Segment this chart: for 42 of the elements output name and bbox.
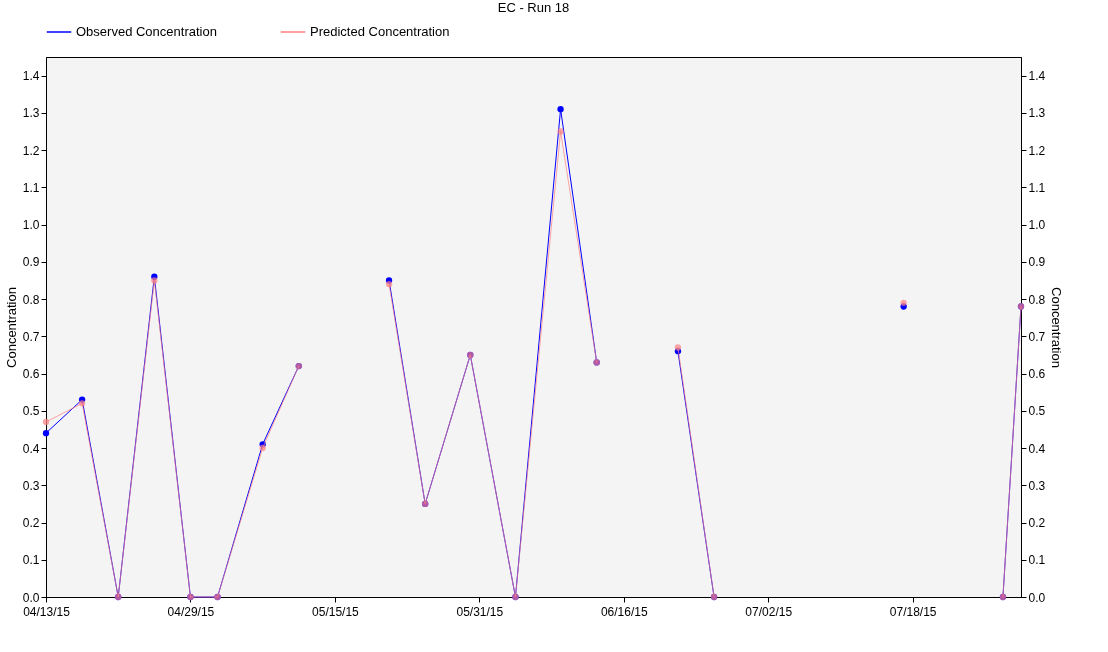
y2-tick-label: 1.3 [1028, 106, 1046, 121]
y-tick-label: 0.5 [22, 404, 40, 419]
y-tick-label: 1.3 [22, 106, 40, 121]
y-tick-label: 0.8 [22, 292, 40, 307]
y-tick-label: 0.6 [22, 367, 40, 382]
y2-tick-label: 0.3 [1028, 478, 1046, 493]
y-tick-label: 0.9 [22, 255, 40, 270]
x-tick-label: 04/29/15 [167, 604, 215, 619]
x-tick-label: 07/02/15 [745, 604, 793, 619]
chart-title: EC - Run 18 [497, 0, 570, 15]
y-tick-label: 1.1 [22, 180, 40, 195]
y2-tick-label: 1.1 [1028, 180, 1046, 195]
y-tick-label: 1.2 [22, 143, 40, 158]
y2-tick-label: 0.6 [1028, 367, 1046, 382]
y-tick-label: 1.4 [22, 69, 40, 84]
y2-tick-label: 0.5 [1028, 404, 1046, 419]
x-tick-label: 05/15/15 [312, 604, 360, 619]
y2-tick-label: 1.0 [1028, 218, 1046, 233]
legend-label: Observed Concentration [76, 24, 217, 39]
y2-tick-label: 0.0 [1028, 590, 1046, 605]
x-tick-label: 07/18/15 [889, 604, 937, 619]
y2-tick-label: 0.1 [1028, 553, 1046, 568]
y-tick-label: 1.0 [22, 218, 40, 233]
x-tick-label: 05/31/15 [456, 604, 504, 619]
y2-tick-label: 0.7 [1028, 329, 1046, 344]
y2-axis-title: Concentration [1049, 287, 1065, 368]
y2-tick-label: 0.8 [1028, 292, 1046, 307]
y-tick-label: 0.0 [22, 590, 40, 605]
y-axis-title: Concentration [3, 287, 19, 368]
y-tick-label: 0.7 [22, 329, 40, 344]
y-tick-label: 0.2 [22, 516, 40, 531]
legend-label: Predicted Concentration [310, 24, 450, 39]
x-tick-label: 04/13/15 [23, 604, 71, 619]
y-tick-label: 0.1 [22, 553, 40, 568]
x-tick-label: 06/16/15 [600, 604, 648, 619]
y2-tick-label: 0.2 [1028, 516, 1046, 531]
y2-tick-label: 0.4 [1028, 441, 1046, 456]
y-tick-label: 0.3 [22, 478, 40, 493]
y-tick-label: 0.4 [22, 441, 40, 456]
y2-tick-label: 1.4 [1028, 69, 1046, 84]
y2-tick-label: 0.9 [1028, 255, 1046, 270]
y2-tick-label: 1.2 [1028, 143, 1046, 158]
